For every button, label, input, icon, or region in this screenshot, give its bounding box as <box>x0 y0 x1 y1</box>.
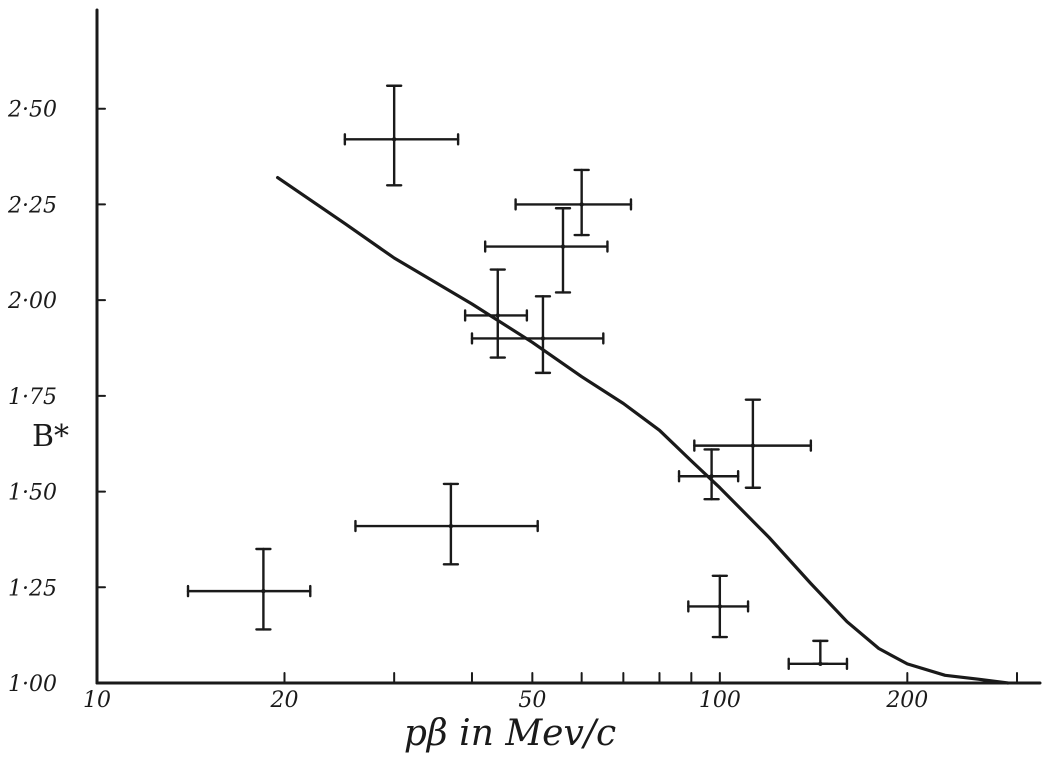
point-marker <box>540 336 546 341</box>
point-marker <box>560 244 566 249</box>
point-marker <box>448 523 454 529</box>
y-tick-label: 2·00 <box>7 289 57 314</box>
x-axis-label: pβ in Mev/c <box>404 713 616 754</box>
y-tick-label: 2·50 <box>7 98 57 123</box>
point-marker <box>750 443 756 448</box>
point-marker <box>495 313 500 318</box>
y-tick-label: 1·25 <box>8 576 57 601</box>
point-marker <box>818 661 823 667</box>
point-marker <box>709 474 714 479</box>
data-point <box>693 398 813 489</box>
data-point <box>343 84 460 187</box>
point-marker <box>579 202 584 207</box>
data-point <box>677 448 740 501</box>
data-point <box>687 574 750 639</box>
y-tick-label: 1·00 <box>8 672 57 697</box>
x-tick-label: 50 <box>518 688 546 713</box>
data-point <box>514 168 633 237</box>
point-marker <box>391 137 397 142</box>
point-marker <box>261 588 266 594</box>
data-point <box>354 482 539 566</box>
x-tick-label: 200 <box>885 688 928 713</box>
data-point <box>186 547 312 631</box>
y-tick-label: 2·25 <box>7 193 57 218</box>
point-marker <box>717 604 723 609</box>
data-point <box>463 268 529 359</box>
y-axis-label: B* <box>32 419 69 454</box>
fit-curve <box>276 176 1010 685</box>
x-tick-label: 20 <box>269 688 298 713</box>
x-tick-labels: 10 20 50 100 200 <box>83 688 928 713</box>
axes <box>95 8 1042 685</box>
x-tick-label: 10 <box>83 688 111 713</box>
data-point <box>483 207 609 294</box>
data-points-layer <box>186 84 849 671</box>
y-tick-label: 1·75 <box>8 385 57 410</box>
data-point <box>470 295 605 375</box>
y-tick-labels: 1·00 1·25 1·50 1·75 2·00 2·25 2·50 <box>7 98 57 697</box>
fit-curve-layer <box>276 176 1010 685</box>
y-tick-label: 1·50 <box>8 481 57 506</box>
data-point <box>787 639 849 671</box>
x-tick-label: 100 <box>699 688 741 713</box>
